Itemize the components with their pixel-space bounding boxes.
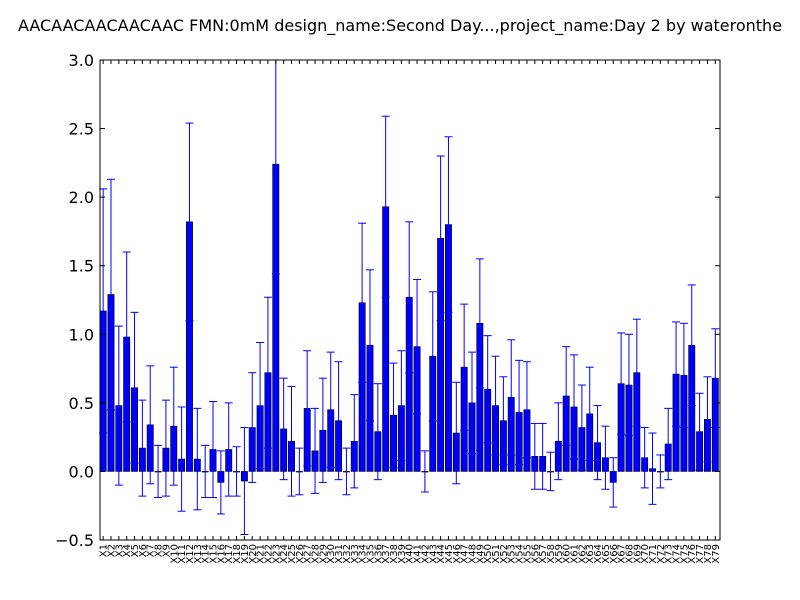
x-tick-label-x34: X34 bbox=[358, 544, 369, 564]
x-tick-label-x65: X65 bbox=[601, 544, 612, 564]
x-tick-label-x63: X63 bbox=[585, 544, 596, 564]
x-tick-label-x51: X51 bbox=[491, 544, 502, 564]
chart-title: AACAACAACAACAAC FMN:0mM design_name:Seco… bbox=[18, 16, 782, 36]
x-tick-label-x23: X23 bbox=[271, 544, 282, 564]
x-tick-label-x27: X27 bbox=[303, 544, 314, 564]
x-tick-label-x54: X54 bbox=[515, 544, 526, 564]
x-tick-label-x11: X11 bbox=[177, 544, 188, 564]
x-tick-label-x26: X26 bbox=[295, 544, 306, 564]
x-tick-label-x31: X31 bbox=[334, 544, 345, 564]
x-tick-label-x41: X41 bbox=[413, 544, 424, 564]
x-tick-label-x19: X19 bbox=[240, 544, 251, 564]
x-tick-label-x35: X35 bbox=[365, 544, 376, 564]
x-tick-label-x67: X67 bbox=[617, 544, 628, 564]
x-tick-label-x58: X58 bbox=[546, 544, 557, 564]
y-tick-label: 3.0 bbox=[69, 51, 94, 70]
x-tick-label-x21: X21 bbox=[256, 544, 267, 564]
y-tick-label: 2.5 bbox=[69, 120, 94, 139]
x-tick-label-x70: X70 bbox=[640, 544, 651, 564]
x-tick-label-x43: X43 bbox=[428, 544, 439, 564]
x-tick-label-x25: X25 bbox=[287, 544, 298, 564]
x-tick-label-x28: X28 bbox=[311, 544, 322, 564]
x-tick-label-x74: X74 bbox=[672, 544, 683, 564]
x-tick-label-x52: X52 bbox=[499, 544, 510, 564]
x-tick-label-x66: X66 bbox=[609, 544, 620, 564]
x-tick-label-x13: X13 bbox=[193, 544, 204, 564]
x-tick-label-x39: X39 bbox=[397, 544, 408, 564]
x-tick-label-x22: X22 bbox=[263, 544, 274, 564]
x-tick-label-x14: X14 bbox=[201, 544, 212, 564]
x-tick-label-x9: X9 bbox=[161, 544, 172, 557]
x-tick-label-x72: X72 bbox=[656, 544, 667, 564]
x-tick-label-x7: X7 bbox=[146, 544, 157, 557]
x-tick-label-x45: X45 bbox=[444, 544, 455, 564]
x-tick-label-x42: X42 bbox=[420, 544, 431, 564]
x-tick-label-x60: X60 bbox=[562, 544, 573, 564]
x-tick-label-x79: X79 bbox=[711, 544, 722, 564]
x-tick-label-x8: X8 bbox=[154, 544, 165, 557]
x-tick-label-x15: X15 bbox=[209, 544, 220, 564]
x-tick-label-x55: X55 bbox=[522, 544, 533, 564]
x-tick-label-x18: X18 bbox=[232, 544, 243, 564]
y-tick-label: 1.0 bbox=[69, 325, 94, 344]
x-tick-label-x73: X73 bbox=[664, 544, 675, 564]
x-tick-label-x20: X20 bbox=[248, 544, 259, 564]
x-tick-label-x76: X76 bbox=[687, 544, 698, 564]
x-tick-label-x38: X38 bbox=[389, 544, 400, 564]
x-tick-label-x53: X53 bbox=[507, 544, 518, 564]
x-tick-label-x16: X16 bbox=[216, 544, 227, 564]
x-tick-label-x30: X30 bbox=[326, 544, 337, 564]
x-tick-label-x5: X5 bbox=[130, 544, 141, 557]
x-tick-label-x33: X33 bbox=[350, 544, 361, 564]
x-tick-label-x64: X64 bbox=[593, 544, 604, 564]
x-tick-label-x61: X61 bbox=[570, 544, 581, 564]
x-tick-label-x37: X37 bbox=[381, 544, 392, 564]
x-tick-label-x10: X10 bbox=[169, 544, 180, 564]
x-tick-label-x56: X56 bbox=[530, 544, 541, 564]
y-tick-label: 0.0 bbox=[69, 462, 94, 481]
x-tick-label-x71: X71 bbox=[648, 544, 659, 564]
x-tick-label-x36: X36 bbox=[373, 544, 384, 564]
y-tick-label: 0.5 bbox=[69, 394, 94, 413]
x-tick-label-x57: X57 bbox=[538, 544, 549, 564]
x-tick-label-x69: X69 bbox=[632, 544, 643, 564]
x-tick-label-x2: X2 bbox=[106, 544, 117, 557]
x-tick-label-x40: X40 bbox=[405, 544, 416, 564]
x-tick-label-x47: X47 bbox=[460, 544, 471, 564]
x-tick-label-x4: X4 bbox=[122, 544, 133, 557]
x-tick-label-x17: X17 bbox=[224, 544, 235, 564]
x-tick-label-x50: X50 bbox=[483, 544, 494, 564]
x-tick-label-x1: X1 bbox=[99, 544, 110, 557]
x-tick-label-x78: X78 bbox=[703, 544, 714, 564]
x-tick-label-x3: X3 bbox=[114, 544, 125, 557]
y-tick-label: −0.5 bbox=[55, 531, 94, 550]
x-tick-label-x49: X49 bbox=[475, 544, 486, 564]
plot-frame bbox=[99, 59, 721, 541]
x-tick-label-x68: X68 bbox=[624, 544, 635, 564]
x-tick-label-x46: X46 bbox=[452, 544, 463, 564]
x-tick-label-x62: X62 bbox=[577, 544, 588, 564]
x-tick-label-x32: X32 bbox=[342, 544, 353, 564]
y-tick-label: 1.5 bbox=[69, 257, 94, 276]
x-tick-label-x59: X59 bbox=[554, 544, 565, 564]
x-tick-label-x75: X75 bbox=[679, 544, 690, 564]
x-tick-label-x48: X48 bbox=[468, 544, 479, 564]
x-tick-label-x29: X29 bbox=[318, 544, 329, 564]
y-tick-label: 2.0 bbox=[69, 188, 94, 207]
x-tick-label-x44: X44 bbox=[436, 544, 447, 564]
x-tick-label-x6: X6 bbox=[138, 544, 149, 557]
x-tick-label-x12: X12 bbox=[185, 544, 196, 564]
x-tick-label-x24: X24 bbox=[279, 544, 290, 564]
x-tick-label-x77: X77 bbox=[695, 544, 706, 564]
